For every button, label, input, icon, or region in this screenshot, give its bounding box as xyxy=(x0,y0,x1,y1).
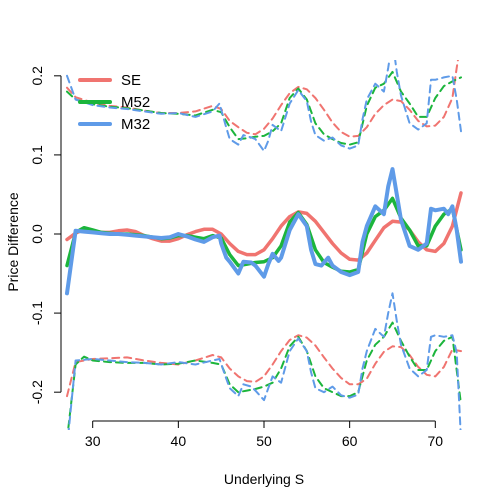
series-layer xyxy=(65,60,463,430)
legend-label-se: SE xyxy=(121,72,141,89)
x-tick-label: 50 xyxy=(256,433,272,449)
series-se xyxy=(65,191,463,262)
y-tick-label: 0.2 xyxy=(29,66,45,86)
y-tick-label: -0.2 xyxy=(29,380,45,404)
y-tick-label: 0.0 xyxy=(29,224,45,244)
x-tick-label: 70 xyxy=(428,433,444,449)
x-axis-title: Underlying S xyxy=(224,471,304,487)
axes-layer: 30 40 50 60 70 -0.2 -0.1 0.0 0.1 0.2 xyxy=(29,66,443,449)
series-m32-upper-band xyxy=(66,60,462,152)
series-m32 xyxy=(65,167,463,296)
series-m52-lower-band xyxy=(67,321,462,430)
x-tick-label: 60 xyxy=(342,433,358,449)
y-tick-label: -0.1 xyxy=(29,301,45,325)
legend-label-m32: M32 xyxy=(121,116,150,133)
legend: SE M52 M32 xyxy=(78,72,150,133)
y-axis-title: Price Difference xyxy=(5,192,21,292)
x-tick-label: 40 xyxy=(171,433,187,449)
legend-label-m52: M52 xyxy=(121,94,150,111)
series-m32-lower-band xyxy=(67,292,462,430)
y-tick-label: 0.1 xyxy=(29,145,45,165)
series-m52-upper-band xyxy=(66,70,462,146)
x-tick-label: 30 xyxy=(85,433,101,449)
